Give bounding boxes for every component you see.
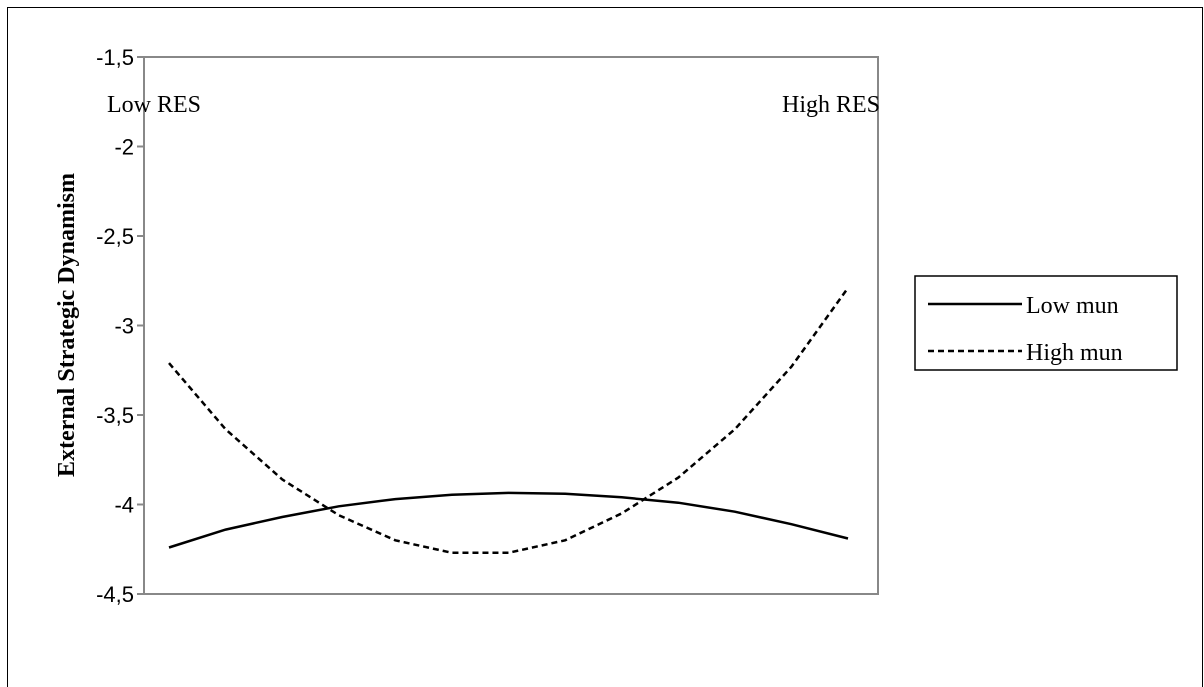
legend-box [914,275,1178,371]
y-tick-label: -3,5 [96,403,134,428]
series-line-low-mun [168,491,849,549]
chart-frame [7,7,1203,687]
legend-label: Low mun [1026,293,1119,319]
legend: Low mun High mun [914,275,1178,371]
y-tick-label: -2,5 [96,224,134,249]
y-axis: -1,5 -2 -2,5 -3 -3,5 -4 -4,5 [96,45,144,607]
y-tick-label: -4 [114,493,134,518]
y-tick-label: -1,5 [96,45,134,70]
y-tick-label: -3 [114,314,134,339]
series-line-high-mun [168,287,850,555]
axes [143,56,879,595]
series-layer [168,287,850,555]
y-tick-label: -4,5 [96,582,134,607]
y-tick-label: -2 [114,135,134,160]
x-annotation-high: High RES [782,92,880,118]
y-axis-label: External Strategic Dynamism [54,173,80,477]
legend-label: High mun [1026,340,1123,366]
plot-area-border [143,56,879,595]
x-annotation-low: Low RES [107,92,201,118]
